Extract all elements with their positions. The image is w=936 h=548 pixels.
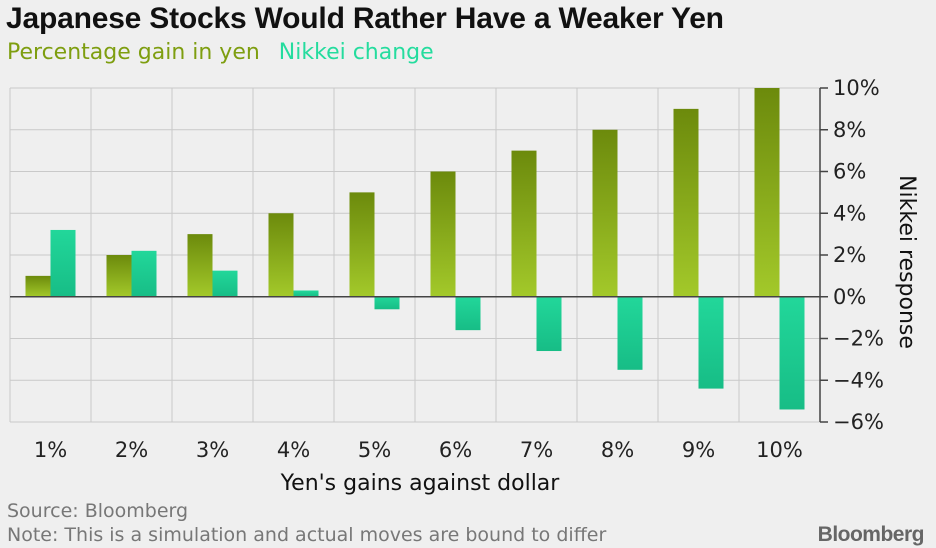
y-tick-label: 2% bbox=[833, 243, 866, 267]
x-tick-label: 9% bbox=[682, 438, 715, 462]
y-tick-label: 0% bbox=[833, 285, 866, 309]
bar-gain-in-yen bbox=[25, 275, 51, 297]
y-tick-label: 6% bbox=[833, 160, 866, 184]
bar-gain-in-yen bbox=[106, 255, 132, 297]
bar-nikkei-change bbox=[50, 229, 76, 297]
bar-nikkei-change bbox=[374, 296, 400, 310]
x-tick-label: 10% bbox=[756, 438, 803, 462]
y-tick-label: −2% bbox=[833, 327, 884, 351]
y-tick-label: 10% bbox=[833, 76, 880, 100]
axes: −6% −4% −2% 0% 2% 4% 6% 8% 10% bbox=[10, 76, 884, 434]
bar-nikkei-change bbox=[536, 296, 562, 352]
x-tick-label: 3% bbox=[196, 438, 229, 462]
source-note: Source: Bloomberg bbox=[7, 500, 189, 522]
bar-gain-in-yen bbox=[349, 192, 375, 297]
bar-gain-in-yen bbox=[511, 150, 537, 297]
x-tick-label: 7% bbox=[520, 438, 553, 462]
x-tick-label: 6% bbox=[439, 438, 472, 462]
x-tick-label: 4% bbox=[277, 438, 310, 462]
bar-gain-in-yen bbox=[592, 129, 618, 297]
bar-nikkei-change bbox=[293, 290, 319, 297]
gridlines bbox=[9, 87, 821, 423]
bar-chart: 1% 2% 3% 4% 5% 6% 7% 8% 9% 10% −6% −4% −2% 0% 2% 4% 6% 8… bbox=[9, 76, 919, 496]
y-tick-label: −4% bbox=[833, 368, 884, 392]
bar-nikkei-change bbox=[131, 250, 157, 297]
bar-gain-in-yen bbox=[673, 108, 699, 297]
y-tick-label: 8% bbox=[833, 118, 866, 142]
bloomberg-logo: Bloomberg bbox=[817, 523, 925, 546]
bar-gain-in-yen bbox=[754, 88, 780, 297]
x-tick-label: 8% bbox=[601, 438, 634, 462]
x-tick-label: 1% bbox=[34, 438, 67, 462]
y-axis-title: Nikkei response bbox=[894, 175, 919, 349]
chart-title: Japanese Stocks Would Rather Have a Weak… bbox=[6, 2, 724, 35]
y-tick-label: 4% bbox=[833, 201, 866, 225]
x-axis-title: Yen's gains against dollar bbox=[280, 471, 561, 496]
bar-gain-in-yen bbox=[268, 213, 294, 297]
legend-item-nikkei: Nikkei change bbox=[278, 40, 434, 65]
bar-nikkei-change bbox=[617, 296, 643, 370]
legend: Percentage gain in yen Nikkei change bbox=[7, 40, 446, 65]
bar-nikkei-change bbox=[779, 296, 805, 410]
bar-nikkei-change bbox=[698, 296, 724, 389]
x-tick-label: 5% bbox=[358, 438, 391, 462]
bar-gain-in-yen bbox=[430, 171, 456, 297]
bar-nikkei-change bbox=[455, 296, 481, 331]
bar-nikkei-change bbox=[212, 270, 238, 297]
legend-item-gain: Percentage gain in yen bbox=[7, 40, 260, 65]
bar-gain-in-yen bbox=[187, 234, 213, 297]
y-tick-label: −6% bbox=[833, 410, 884, 434]
disclaimer-note: Note: This is a simulation and actual mo… bbox=[7, 524, 607, 546]
x-tick-label: 2% bbox=[115, 438, 148, 462]
bars: 1% 2% 3% 4% 5% 6% 7% 8% 9% 10% bbox=[25, 88, 805, 462]
